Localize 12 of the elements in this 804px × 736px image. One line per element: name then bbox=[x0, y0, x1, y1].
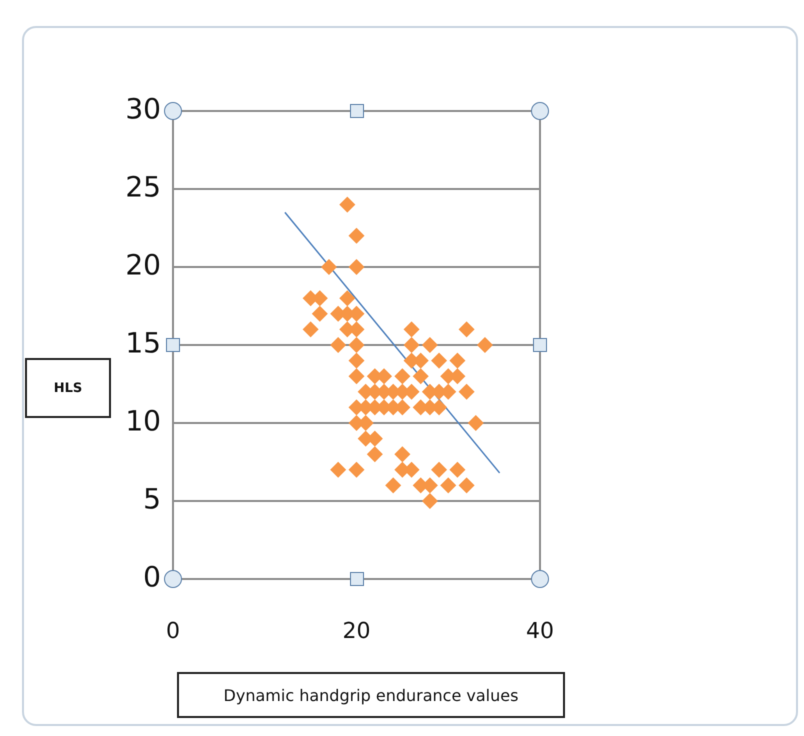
x-tick-label: 40 bbox=[526, 618, 554, 644]
y-axis-title: HLS bbox=[25, 358, 111, 418]
y-tick-label: 20 bbox=[125, 248, 161, 282]
y-tick-label: 10 bbox=[125, 404, 161, 438]
y-tick-label: 30 bbox=[125, 92, 161, 126]
y-tick-label: 15 bbox=[125, 326, 161, 360]
y-tick-label: 25 bbox=[125, 170, 161, 204]
x-tick-label: 20 bbox=[342, 618, 370, 644]
x-tick-label: 0 bbox=[166, 618, 180, 644]
y-tick-label: 5 bbox=[143, 482, 161, 516]
y-tick-label: 0 bbox=[143, 560, 161, 594]
x-axis-title: Dynamic handgrip endurance values bbox=[177, 672, 565, 718]
